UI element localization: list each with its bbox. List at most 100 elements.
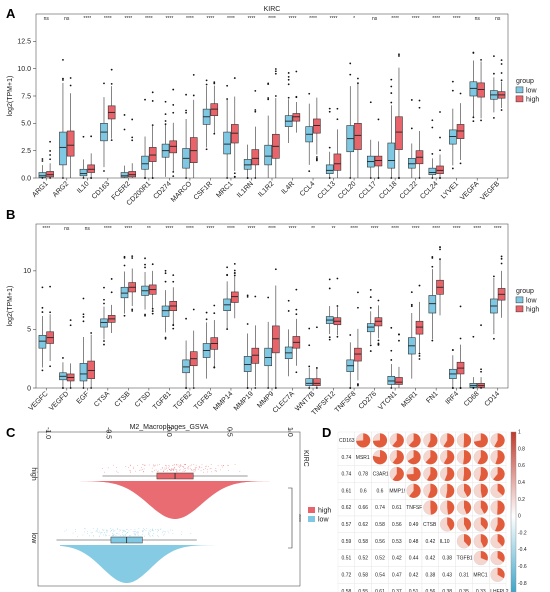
jitter-point-low <box>83 531 85 533</box>
pie-slice <box>497 567 505 579</box>
jitter-point-low <box>148 531 150 533</box>
jitter-point-low <box>134 532 136 534</box>
outlier-high-CD200R1 <box>151 91 154 94</box>
x-tick-label-IRF4: IRF4 <box>444 390 460 406</box>
jitter-point-low <box>115 535 117 536</box>
outlier-low-CCL22 <box>410 99 413 101</box>
significance-TGFB2: **** <box>186 226 194 232</box>
jitter-point-high <box>141 469 143 470</box>
jitter-point-low <box>123 529 124 531</box>
x-tick-label-CTSD: CTSD <box>134 390 152 408</box>
box-low-VEGFC <box>38 334 47 349</box>
jitter-point-low <box>114 530 116 532</box>
jitter-point-high <box>228 465 229 466</box>
outlier-low-EGF <box>82 297 85 300</box>
jitter-point-high <box>165 464 166 466</box>
x-tick-label-CTSA: CTSA <box>93 390 111 408</box>
jitter-point-high <box>220 469 221 471</box>
x-tick-label-CCL22: CCL22 <box>399 180 419 200</box>
x-tick-label-ARG1: ARG1 <box>31 180 50 199</box>
significance-CTSD: ** <box>147 226 151 232</box>
x-tick-label-MMP9: MMP9 <box>256 390 275 409</box>
outlier-high-MMP9 <box>274 268 277 271</box>
box-high-WNT7B <box>313 378 321 386</box>
color-scale-tick-label: -0.6 <box>518 564 527 570</box>
jitter-point-low <box>99 530 100 532</box>
x-tick-label-CD14: CD14 <box>484 390 502 408</box>
jitter-point-high <box>207 466 209 467</box>
legend-title: group <box>516 78 534 85</box>
outlier-high-IL1RN <box>254 177 257 179</box>
jitter-point-high <box>178 466 180 467</box>
jitter-point-low <box>156 529 158 530</box>
significance-TGFB3: **** <box>207 226 215 232</box>
outlier-high-EGF <box>90 387 93 389</box>
jitter-point-high <box>193 471 195 473</box>
outlier-low-CD276 <box>369 344 372 347</box>
pie-slice <box>477 450 488 465</box>
outlier-low-MMP9 <box>267 296 270 299</box>
jitter-point-high <box>184 468 186 470</box>
outlier-low-FN1 <box>431 265 434 268</box>
jitter-point-high <box>221 466 223 468</box>
outlier-low-CTSA <box>103 298 105 301</box>
significance-CD200R1: **** <box>145 16 153 22</box>
pie-slice <box>497 534 505 547</box>
jitter-point-high <box>180 464 181 466</box>
jitter-point-low <box>112 533 113 534</box>
jitter-point-low <box>123 530 124 532</box>
pie-slice <box>480 500 488 514</box>
jitter-point-low <box>66 529 67 531</box>
jitter-point-low <box>153 530 154 532</box>
color-scale-bar <box>510 431 517 592</box>
significance-VEGFD: ns <box>64 226 70 232</box>
jitter-point-low <box>137 533 139 535</box>
jitter-point-high <box>163 469 165 471</box>
jitter-point-low <box>85 528 86 530</box>
outlier-high-CTSB <box>131 257 134 259</box>
pie-slice <box>427 433 438 448</box>
outlier-high-CCL24 <box>439 149 441 152</box>
x-tick-label-IL1RN: IL1RN <box>236 180 255 199</box>
jitter-point-high <box>161 467 163 468</box>
jitter-point-high <box>155 469 157 471</box>
outlier-low-CCL17 <box>369 101 372 104</box>
outlier-low-CTSA <box>103 340 105 342</box>
outlier-low-VEGFC <box>41 311 44 313</box>
correlation-value: 0.42 <box>409 572 419 578</box>
outlier-low-CD163 <box>103 170 105 172</box>
outlier-low-MSR1 <box>410 303 413 306</box>
jitter-point-high <box>185 464 186 465</box>
outlier-high-IL1RN <box>254 90 257 92</box>
outlier-low-VEGFA <box>472 116 475 119</box>
outlier-low-LYVE1 <box>451 80 454 83</box>
jitter-point-low <box>124 531 126 532</box>
legend-label-high: high <box>526 96 539 103</box>
outlier-low-CTSA <box>103 343 105 346</box>
x-tick-label-TGFB1: TGFB1 <box>152 390 173 411</box>
outlier-low-CCL17 <box>369 177 372 179</box>
box-low-CCL22 <box>408 158 416 169</box>
jitter-point-high <box>215 471 217 472</box>
outlier-high-ARG1 <box>49 150 51 152</box>
outlier-low-CCL13 <box>328 110 331 113</box>
outlier-high-WNT7B <box>315 326 318 329</box>
significance-IL10: **** <box>83 16 91 22</box>
box-high-MMP9 <box>272 325 280 354</box>
x-tick-label: 0.0 <box>165 427 172 437</box>
outlier-low-VTCN1 <box>390 326 393 329</box>
jitter-point-low <box>160 528 162 530</box>
pie-slice <box>495 450 505 465</box>
x-tick-label: 1.0 <box>286 427 293 437</box>
jitter-point-low <box>122 529 124 531</box>
jitter-point-low <box>97 528 99 529</box>
outlier-high-CD274 <box>172 171 175 173</box>
jitter-point-low <box>148 530 150 532</box>
jitter-point-low <box>142 531 143 532</box>
jitter-point-high <box>189 467 191 469</box>
jitter-point-high <box>214 470 216 472</box>
x-tick-label-EGF: EGF <box>76 390 91 405</box>
outlier-high-CCL22 <box>418 106 421 109</box>
jitter-point-high <box>143 470 144 472</box>
jitter-point-high <box>239 470 241 472</box>
